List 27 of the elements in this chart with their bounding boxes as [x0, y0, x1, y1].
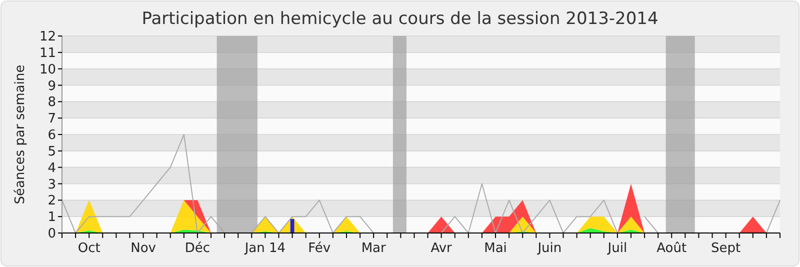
x-tick-label: Juil	[606, 241, 628, 256]
y-tick-label: 8	[48, 95, 56, 110]
y-tick-label: 1	[48, 210, 56, 226]
x-tick-label: Déc	[184, 241, 210, 256]
x-tick-label: Nov	[130, 241, 156, 256]
y-tick-label: 0	[48, 226, 56, 242]
y-tick-label: 5	[48, 144, 56, 160]
x-tick-label: Mar	[361, 241, 386, 256]
x-tick-label: Août	[656, 241, 687, 256]
x-tick-label: Mai	[484, 241, 507, 256]
y-tick-label: 6	[48, 128, 56, 144]
y-tick-label: 9	[48, 78, 56, 94]
x-tick-label: Juin	[536, 241, 562, 256]
y-tick-label: 2	[48, 194, 56, 209]
y-tick-label: 10	[39, 62, 56, 78]
x-tick-label: Fév	[308, 241, 331, 256]
x-tick-label: Avr	[430, 241, 453, 256]
y-tick-label: 4	[48, 160, 56, 176]
y-tick-label: 7	[48, 112, 56, 127]
y-tick-label: 12	[39, 30, 56, 45]
y-tick-label: 3	[48, 177, 56, 192]
y-tick-label: 11	[39, 46, 56, 61]
x-tick-label: Jan 14	[244, 241, 286, 256]
y-axis-title: Séances par semaine	[13, 64, 28, 204]
chart-title: Participation en hemicycle au cours de la session 2013-2014	[142, 9, 658, 29]
x-tick-label: Oct	[78, 241, 100, 256]
x-tick-label: Sept	[711, 241, 741, 256]
